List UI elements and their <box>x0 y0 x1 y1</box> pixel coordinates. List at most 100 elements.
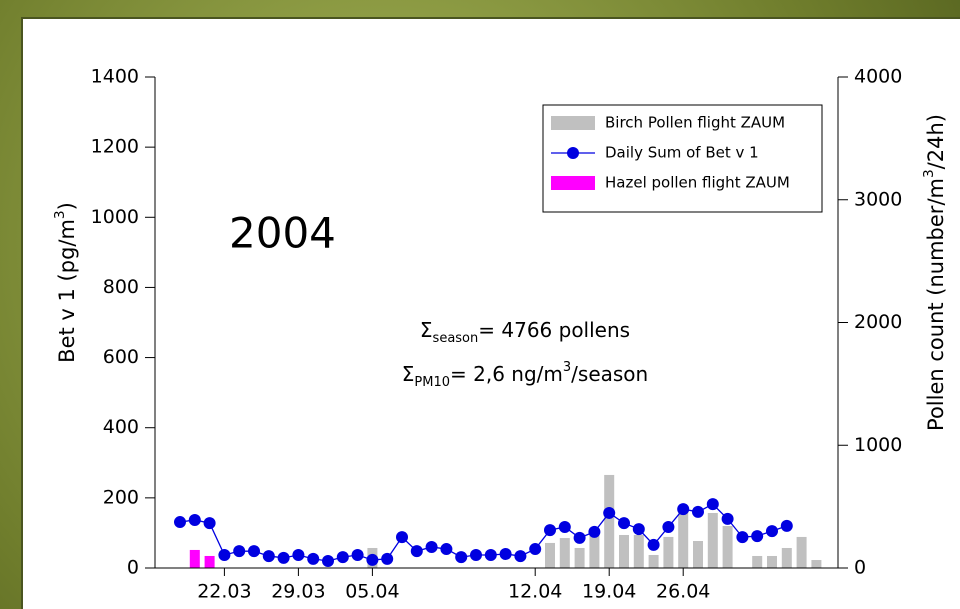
legend-label: Birch Pollen flight ZAUM <box>605 114 785 132</box>
y-tick-label: 400 <box>103 416 139 438</box>
point <box>455 551 468 564</box>
x-tick-label: 12.04 <box>508 581 562 603</box>
point <box>322 554 334 567</box>
y2-axis-label-part: Pollen count (number/m <box>924 178 948 431</box>
x-tick-label: 05.04 <box>345 581 399 603</box>
point <box>529 543 542 556</box>
y2-tick-label: 4000 <box>854 66 902 88</box>
x-tick-label: 29.03 <box>271 581 325 603</box>
y-tick-label: 1000 <box>91 206 139 228</box>
legend-swatch <box>551 116 595 130</box>
bar <box>559 538 570 568</box>
point <box>470 549 482 562</box>
annotation: Σseason= 4766 pollens <box>420 318 630 347</box>
bar <box>545 542 555 568</box>
point <box>381 552 394 565</box>
point <box>573 531 586 544</box>
point <box>425 540 438 553</box>
bar <box>648 554 659 568</box>
bar <box>767 555 777 568</box>
x-tick-label: 26.04 <box>656 581 710 603</box>
y2-axis-label-part: 3 <box>921 169 937 178</box>
bar <box>781 547 792 568</box>
point <box>603 506 616 519</box>
year-label: 2004 <box>229 209 336 258</box>
bar <box>589 531 600 568</box>
point <box>706 498 719 511</box>
point <box>188 513 201 526</box>
point <box>766 525 778 538</box>
point <box>410 545 423 558</box>
bar <box>796 536 807 568</box>
y2-tick-label: 0 <box>854 557 866 579</box>
x-tick-label: 22.03 <box>197 581 251 603</box>
bar <box>811 560 822 568</box>
y2-axis-label: Pollen count (number/m3/24h) <box>921 114 948 431</box>
point <box>248 545 260 558</box>
y-axis-label-part: Bet v 1 (pg/m <box>55 219 79 363</box>
annotation-part: season <box>433 331 479 346</box>
bar <box>574 547 585 568</box>
x-tick-label: 19.04 <box>582 581 636 603</box>
bar <box>204 555 215 568</box>
point <box>514 550 527 563</box>
point <box>647 538 660 551</box>
annotation-part: Σ <box>420 318 433 342</box>
point <box>751 530 764 543</box>
point <box>544 524 556 537</box>
legend-label: Daily Sum of Bet v 1 <box>605 144 759 162</box>
point <box>632 523 645 536</box>
point <box>307 552 320 565</box>
annotation-part: PM10 <box>414 375 450 390</box>
bar <box>633 534 644 568</box>
y2-tick-label: 1000 <box>854 434 902 456</box>
y-tick-label: 1400 <box>91 66 139 88</box>
point <box>677 503 690 516</box>
point <box>721 512 734 525</box>
point <box>351 549 364 562</box>
point <box>292 549 305 562</box>
legend-label: Hazel pollen flight ZAUM <box>605 174 790 192</box>
y-tick-label: 0 <box>127 557 139 579</box>
y-axis-label-part: 3 <box>52 210 68 219</box>
bar <box>604 474 615 568</box>
point <box>174 516 186 529</box>
y-tick-label: 1200 <box>91 136 139 158</box>
y2-axis-label-part: /24h) <box>924 114 948 169</box>
point <box>780 519 793 532</box>
y-tick-label: 800 <box>103 276 139 298</box>
bar <box>752 555 763 568</box>
point <box>233 545 246 558</box>
bar <box>678 511 689 568</box>
annotation-part: Σ <box>402 362 415 386</box>
point <box>484 549 497 562</box>
annotation-part: 3 <box>563 360 571 375</box>
point <box>558 520 571 533</box>
y-axis-label-part: ) <box>55 202 79 210</box>
bar <box>189 549 200 568</box>
bar <box>663 536 674 568</box>
y2-tick-label: 2000 <box>854 311 902 333</box>
bar <box>619 534 629 568</box>
point <box>366 553 379 566</box>
legend-swatch <box>551 176 595 190</box>
point <box>336 551 349 564</box>
y-tick-label: 200 <box>103 486 139 508</box>
annotation-part: = 2,6 ng/m <box>450 362 563 386</box>
point <box>218 549 231 562</box>
bar <box>693 540 703 568</box>
legend-marker <box>567 147 579 159</box>
y-axis-label: Bet v 1 (pg/m3) <box>52 202 79 363</box>
annotation-part: /season <box>571 362 648 386</box>
point <box>499 547 512 560</box>
point <box>277 551 290 564</box>
point <box>262 550 275 563</box>
point <box>440 543 453 556</box>
bar <box>722 526 733 568</box>
point <box>736 531 749 544</box>
point <box>662 520 675 533</box>
y-tick-label: 600 <box>103 346 139 368</box>
annotation: ΣPM10= 2,6 ng/m3/season <box>402 360 648 390</box>
